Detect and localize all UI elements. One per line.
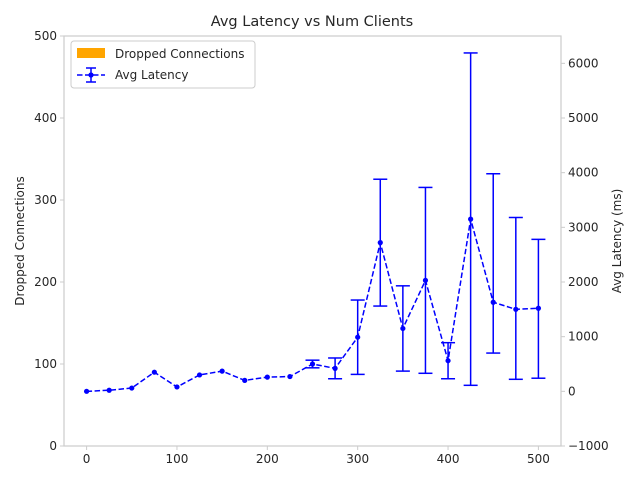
y-axis-right-label: Avg Latency (ms): [610, 189, 624, 294]
latency-point: [355, 334, 361, 340]
legend-label-latency: Avg Latency: [115, 68, 188, 82]
latency-point: [445, 358, 451, 364]
plot-area: [63, 35, 562, 447]
latency-point: [264, 374, 270, 380]
y-right-tick-label: 2000: [568, 275, 599, 289]
x-tick-label: 200: [256, 452, 279, 466]
latency-point: [422, 277, 429, 283]
y-right-tick-label: 4000: [568, 166, 599, 180]
axes: 0 100 200 300 400 5000100200300400500−1000010…: [34, 29, 609, 466]
legend-label-dropped: Dropped Connections: [115, 47, 244, 61]
y-right-tick-label: 0: [568, 384, 576, 398]
latency-point: [106, 387, 112, 393]
x-tick-label: 500: [527, 452, 550, 466]
latency-point: [151, 369, 157, 375]
legend: Dropped Connections Avg Latency: [70, 40, 256, 89]
latency-point: [174, 384, 180, 390]
latency-point: [242, 377, 248, 383]
y-left-tick-label: 200: [34, 275, 57, 289]
latency-point: [400, 325, 406, 332]
latency-point: [309, 361, 316, 367]
latency-point: [468, 216, 474, 222]
latency-point: [287, 373, 293, 380]
latency-point: [219, 368, 225, 374]
legend-bar-swatch: [77, 48, 105, 58]
latency-point: [196, 372, 203, 378]
x-tick-label: 100: [166, 452, 189, 466]
latency-points: [83, 216, 542, 394]
latency-point: [129, 385, 135, 391]
y-right-tick-label: −1000: [568, 439, 609, 453]
latency-point: [332, 365, 338, 371]
latency-point: [513, 306, 519, 312]
y-axis-left-label: Dropped Connections: [13, 176, 27, 305]
y-left-tick-label: 0: [49, 439, 57, 453]
x-tick-label: 0: [83, 452, 91, 466]
plot-frame: [63, 35, 562, 447]
latency-point: [83, 388, 90, 394]
y-left-tick-label: 500: [34, 29, 57, 43]
x-tick-label: 300: [346, 452, 369, 466]
y-right-tick-label: 6000: [568, 56, 599, 70]
legend-errorbar-swatch: [77, 67, 105, 83]
latency-point: [377, 240, 383, 246]
y-left-tick-label: 100: [34, 357, 57, 371]
y-right-tick-label: 1000: [568, 330, 599, 344]
latency-point: [490, 299, 496, 305]
chart-title: Avg Latency vs Num Clients: [211, 14, 413, 30]
legend-frame: [70, 40, 256, 89]
x-tick-label: 400: [437, 452, 460, 466]
y-left-tick-label: 300: [34, 193, 57, 207]
y-left-tick-label: 400: [34, 111, 57, 125]
y-right-tick-label: 3000: [568, 220, 599, 234]
latency-point: [535, 305, 542, 311]
y-right-tick-label: 5000: [568, 111, 599, 125]
